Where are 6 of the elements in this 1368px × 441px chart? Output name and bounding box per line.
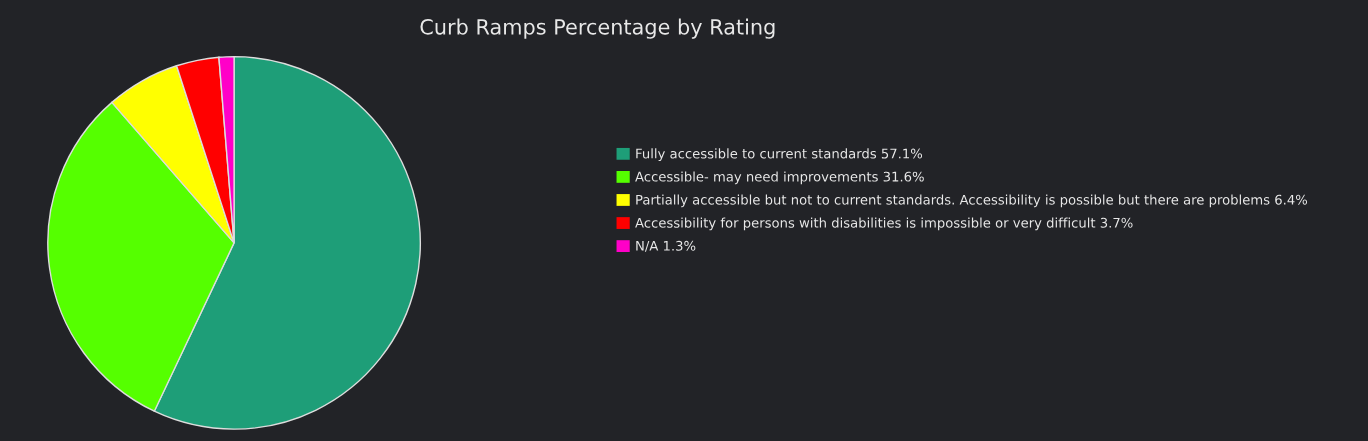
legend-label: Accessibility for persons with disabilities is impossible or very difficult 3.7% xyxy=(635,217,1133,231)
legend-label: Accessible- may need improvements 31.6% xyxy=(635,171,924,185)
legend-label: Fully accessible to current standards 57.1% xyxy=(636,148,923,162)
legend-label: Partially accessible but not to current standards. Accessibility is possible but there are problems 6.4% xyxy=(636,194,1308,208)
chart-title: Curb Ramps Percentage by Rating xyxy=(420,18,775,39)
legend-label: N/A 1.3% xyxy=(636,240,696,252)
